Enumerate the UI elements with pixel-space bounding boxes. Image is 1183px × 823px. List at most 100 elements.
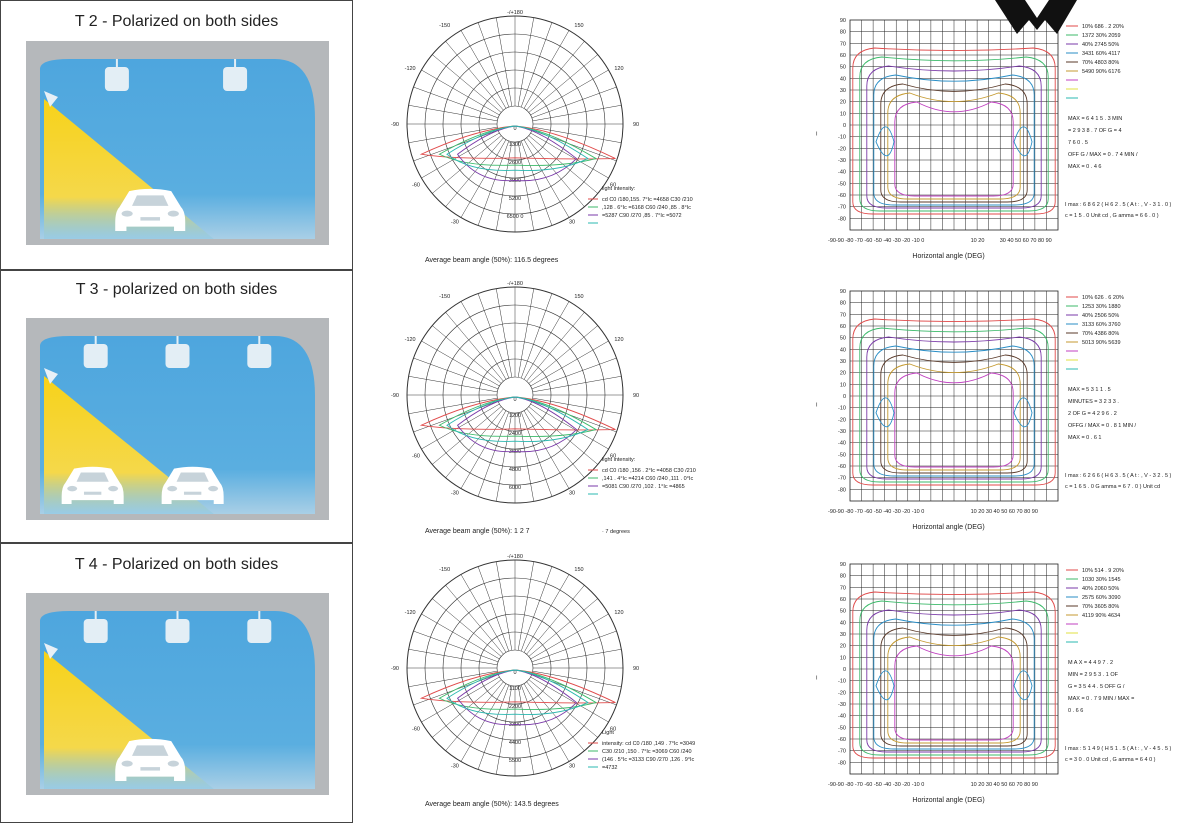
polar-spoke bbox=[528, 325, 598, 384]
isolux-curve bbox=[859, 600, 1049, 756]
car-headlight bbox=[67, 485, 78, 492]
polar-angle-label: 120 bbox=[614, 337, 623, 343]
stat-line: M A X = 4 4 9 7 . 2 bbox=[1068, 660, 1113, 666]
y-tick-label: 90 bbox=[840, 562, 846, 568]
polar-spoke bbox=[421, 613, 500, 660]
car-headlight bbox=[108, 485, 119, 492]
polar-spoke bbox=[530, 340, 609, 387]
ceiling-lamp-icon bbox=[165, 619, 190, 643]
isolux-curve bbox=[894, 372, 1014, 468]
beam-angle-caption: Average beam angle (50%): 116.5 degrees bbox=[425, 257, 559, 264]
legend-entry: C30 /210 ,150 . 7°Ic =3069 C60 /240 bbox=[602, 749, 692, 755]
car-windshield bbox=[132, 195, 169, 206]
luminaire-icon bbox=[44, 643, 58, 659]
polar-spoke bbox=[523, 30, 570, 109]
polar-spoke bbox=[517, 17, 535, 107]
x-tick-labels: 10 20 30 40 50 60 70 80 90 bbox=[971, 782, 1038, 788]
polar-spoke bbox=[408, 397, 498, 415]
legend-entry: 1030 30% 1545 bbox=[1082, 577, 1121, 583]
x-tick-labels: 30 40 50 60 70 80 90 bbox=[1000, 238, 1052, 244]
polar-angle-label: 30 bbox=[569, 763, 575, 769]
polar-radial-label: 6500 0 bbox=[507, 214, 524, 220]
polar-spoke bbox=[532, 104, 622, 122]
y-tick-label: 30 bbox=[840, 359, 846, 365]
polar-radial-label: 1100 bbox=[509, 686, 521, 692]
ceiling-lamp-icon bbox=[247, 344, 272, 368]
polar-spoke bbox=[531, 357, 617, 390]
stat-line: MAX = 0 . 7 9 MIN / MAX = bbox=[1068, 696, 1134, 702]
polar-spoke bbox=[523, 574, 570, 653]
legend-entry: 10% 514 . 9 20% bbox=[1082, 568, 1124, 574]
polar-spoke bbox=[526, 137, 585, 207]
imax-line: c = 1 5 . 0 Unit cd , G amma = 6 6 . 0 ) bbox=[1065, 213, 1159, 219]
ceiling-lamp-icon bbox=[247, 619, 272, 643]
polar-spoke bbox=[460, 574, 507, 653]
polar-spoke bbox=[520, 684, 553, 770]
y-tick-label: -20 bbox=[838, 690, 846, 696]
car-grille bbox=[140, 767, 161, 771]
car-icon bbox=[115, 188, 186, 231]
polar-radial-label: 5500 bbox=[509, 758, 521, 764]
isolux-curve bbox=[894, 645, 1014, 741]
polar-spoke bbox=[530, 613, 609, 660]
polar-spoke bbox=[517, 685, 535, 775]
polar-radial-label: 1200 bbox=[509, 413, 521, 419]
beam-angle-caption: Average beam angle (50%): 143.5 degrees bbox=[425, 801, 559, 808]
intensity-curve bbox=[438, 669, 598, 710]
legend-title: Light bbox=[602, 730, 614, 736]
polar-angle-label: -90 bbox=[391, 122, 399, 128]
polar-radial-label: 0 bbox=[513, 126, 516, 132]
imax-line: c = 3 0 . 0 Unit cd , G amma = 6 4 0 ) bbox=[1065, 757, 1156, 763]
panel-title: T 2 - Polarized on both sides bbox=[74, 13, 279, 30]
ceiling-lamp-icon bbox=[83, 619, 108, 643]
polar-spoke bbox=[477, 684, 510, 770]
stat-line: MAX = 0 . 6 1 bbox=[1068, 435, 1101, 441]
legend-title: light intensity: bbox=[602, 457, 636, 463]
polar-radial-label: 4400 bbox=[509, 740, 521, 746]
y-tick-label: 60 bbox=[840, 597, 846, 603]
polar-spoke bbox=[413, 86, 499, 119]
stat-line: MIN = 2 9 5 3 . 1 OF bbox=[1068, 672, 1119, 678]
y-tick-label: -80 bbox=[838, 216, 846, 222]
polar-radial-label: 3300 bbox=[509, 722, 521, 728]
y-tick-label: -60 bbox=[838, 737, 846, 743]
y-tick-label: 80 bbox=[840, 30, 846, 36]
polar-angle-label: -150 bbox=[439, 567, 450, 573]
luminaire-icon bbox=[44, 368, 58, 384]
polar-spoke bbox=[495, 561, 513, 651]
polar-spoke bbox=[460, 30, 507, 109]
polar-spoke bbox=[517, 561, 535, 651]
row-panel-t2: T 2 - Polarized on both sides bbox=[0, 0, 353, 270]
polar-spoke bbox=[523, 139, 570, 218]
y-tick-label: 70 bbox=[840, 41, 846, 47]
legend-entry: 1372 30% 2059 bbox=[1082, 33, 1121, 39]
polar-spoke bbox=[520, 140, 553, 226]
y-tick-label: -30 bbox=[838, 702, 846, 708]
polar-angle-label: 60 bbox=[610, 454, 616, 460]
luminaire-icon bbox=[44, 91, 58, 107]
polar-spoke bbox=[460, 410, 507, 489]
polar-spoke bbox=[517, 412, 535, 502]
stat-line: MINUTES = 3 2 3 3 . bbox=[1068, 399, 1119, 405]
stat-line: G = 3 5 4 4 . 5 OFF G / bbox=[1068, 684, 1125, 690]
car-body bbox=[115, 738, 186, 781]
polar-spoke bbox=[530, 403, 609, 450]
isolux-curve bbox=[859, 327, 1049, 483]
polar-radial-label: 1300 bbox=[509, 142, 521, 148]
polar-spoke bbox=[495, 141, 513, 231]
intensity-curve bbox=[419, 669, 616, 704]
isolux-curve bbox=[852, 47, 1056, 215]
isolux-curve bbox=[880, 83, 1028, 203]
y-tick-label: 30 bbox=[840, 88, 846, 94]
car-icon bbox=[161, 466, 224, 504]
y-tick-label: -20 bbox=[838, 417, 846, 423]
polar-spoke bbox=[517, 288, 535, 378]
y-tick-label: 50 bbox=[840, 65, 846, 71]
ceiling-lamp-icon bbox=[104, 67, 129, 91]
y-tick-label: 30 bbox=[840, 632, 846, 638]
y-tick-label: 60 bbox=[840, 324, 846, 330]
polar-spoke bbox=[421, 340, 500, 387]
polar-spoke bbox=[460, 301, 507, 380]
panel-title: T 3 - polarized on both sides bbox=[75, 281, 278, 298]
polar-spoke bbox=[532, 375, 622, 393]
